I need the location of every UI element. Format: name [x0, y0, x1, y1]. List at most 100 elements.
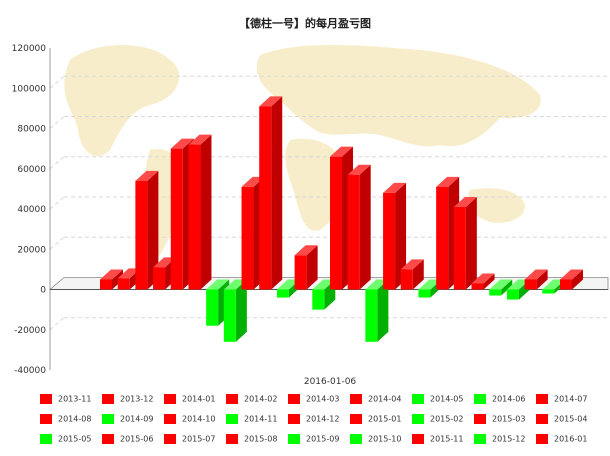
bar-front — [188, 144, 201, 290]
legend-item[interactable]: 2015-08 — [226, 434, 277, 448]
legend-item[interactable]: 2014-07 — [536, 394, 587, 408]
legend-swatch — [288, 414, 300, 424]
legend-item[interactable]: 2016-01 — [536, 434, 587, 448]
legend-label: 2014-07 — [554, 394, 588, 404]
bar-top — [223, 279, 247, 290]
legend-item[interactable]: 2015-12 — [474, 434, 525, 448]
legend-swatch — [102, 414, 114, 424]
bar-front — [436, 186, 449, 290]
bar-front — [312, 289, 325, 310]
legend-label: 2015-12 — [492, 434, 526, 444]
bar-front — [276, 289, 289, 298]
bar-top — [276, 279, 300, 290]
legend-swatch — [226, 434, 238, 444]
legend-item[interactable]: 2014-03 — [288, 394, 339, 408]
legend-swatch — [226, 394, 238, 404]
legend-item[interactable]: 2015-05 — [40, 434, 91, 448]
bar-front — [153, 267, 166, 290]
bar-side — [465, 196, 477, 290]
bar-side — [572, 269, 583, 290]
legend-label: 2015-01 — [368, 414, 402, 424]
legend-item[interactable]: 2013-12 — [102, 394, 153, 408]
bar-chart: 【德柱一号】的每月盈亏图 120000 100000 80000 60000 40000… — [12, 16, 609, 387]
bar-front — [241, 186, 254, 290]
legend-item[interactable]: 2015-03 — [474, 414, 525, 428]
legend-item[interactable]: 2014-11 — [226, 414, 277, 428]
y-tick-label: 100000 — [12, 84, 47, 94]
legend-item[interactable]: 2015-09 — [288, 434, 339, 448]
bar-side — [377, 279, 389, 342]
legend-swatch — [102, 434, 114, 444]
x-axis-label: 2016-01-06 — [304, 377, 357, 387]
legend-item[interactable]: 2014-12 — [288, 414, 339, 428]
bar-front — [471, 283, 484, 290]
legend-swatch — [412, 414, 424, 424]
bar-front — [400, 269, 413, 290]
legend-item[interactable]: 2015-01 — [350, 414, 401, 428]
legend-item[interactable]: 2014-02 — [226, 394, 277, 408]
legend-item[interactable]: 2015-10 — [350, 434, 401, 448]
legend-label: 2014-03 — [306, 394, 340, 404]
bar-2014-06 — [223, 279, 247, 342]
legend-swatch — [164, 394, 176, 404]
legend-item[interactable]: 2013-11 — [40, 394, 91, 408]
legend-item[interactable]: 2014-10 — [164, 414, 215, 428]
y-tick-label: 60000 — [17, 165, 46, 175]
legend-item[interactable]: 2015-06 — [102, 434, 153, 448]
bar-2013-11 — [100, 269, 123, 290]
bar-top — [489, 279, 513, 290]
bar-2015-02 — [365, 279, 389, 342]
legend-label: 2014-09 — [120, 414, 154, 424]
legend-swatch — [164, 414, 176, 424]
legend-item[interactable]: 2014-09 — [102, 414, 153, 428]
bar-side — [483, 273, 495, 290]
legend-swatch — [288, 394, 300, 404]
bar-side — [200, 134, 212, 290]
bar-front — [330, 156, 342, 290]
legend-swatch — [536, 434, 548, 444]
bar-top — [330, 146, 353, 157]
bar-front — [418, 289, 431, 298]
bar-2015-04 — [400, 259, 424, 290]
bar-side — [112, 269, 123, 290]
bar-front — [560, 279, 572, 290]
legend-swatch — [350, 414, 362, 424]
legend-swatch — [412, 394, 424, 404]
bar-top — [170, 138, 194, 149]
legend-item[interactable]: 2014-04 — [350, 394, 401, 408]
bar-side — [395, 182, 407, 290]
legend-swatch — [102, 394, 114, 404]
legend-label: 2015-07 — [182, 434, 216, 444]
bar-2014-10 — [294, 245, 318, 290]
legend-swatch — [536, 394, 548, 404]
bars — [100, 96, 583, 342]
legend-swatch — [40, 394, 52, 404]
legend-item[interactable]: 2014-08 — [40, 414, 91, 428]
legend-label: 2013-11 — [58, 394, 92, 404]
grid — [49, 48, 608, 370]
bar-top — [241, 176, 265, 187]
bar-front — [259, 106, 272, 290]
legend-item[interactable]: 2015-11 — [412, 434, 463, 448]
bar-front — [347, 174, 360, 290]
legend-item[interactable]: 2014-01 — [164, 394, 215, 408]
bar-top — [135, 170, 159, 181]
bar-2015-11 — [524, 269, 548, 290]
bar-top — [542, 279, 566, 290]
legend-label: 2015-09 — [306, 434, 340, 444]
legend-swatch — [164, 434, 176, 444]
legend-item[interactable]: 2015-02 — [412, 414, 463, 428]
bar-front — [170, 148, 183, 290]
y-tick-label: 120000 — [12, 44, 47, 54]
map-landmass — [467, 188, 525, 223]
legend-item[interactable]: 2015-04 — [536, 414, 587, 428]
legend-item[interactable]: 2015-07 — [164, 434, 215, 448]
legend-item[interactable]: 2014-05 — [412, 394, 463, 408]
bar-top — [365, 279, 389, 290]
legend-label: 2015-10 — [368, 434, 402, 444]
legend-item[interactable]: 2014-06 — [474, 394, 525, 408]
bar-top — [383, 182, 407, 193]
bar-top — [436, 176, 460, 187]
y-tick-label: 80000 — [17, 125, 46, 135]
